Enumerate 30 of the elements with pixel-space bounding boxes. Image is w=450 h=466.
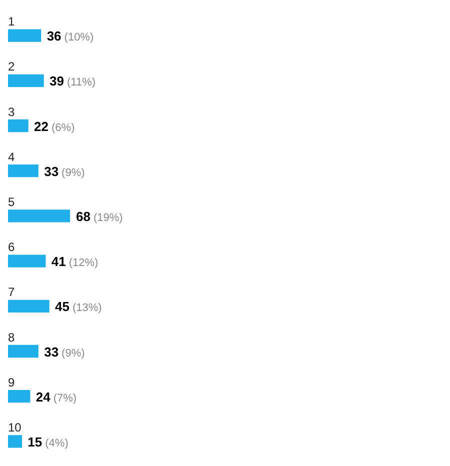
data-label: 41 (12%) [51,254,98,270]
data-label: 22 (6%) [34,118,75,134]
bar [8,300,50,312]
y-tick-label: 1 [8,14,15,29]
bar [8,435,22,448]
y-tick-label: 5 [8,194,15,209]
data-label: 33 (9%) [44,344,85,360]
bar [8,119,28,132]
data-label: 24 (7%) [36,389,77,404]
y-tick-label: 10 [8,420,22,434]
data-label: 36 (10%) [46,28,94,44]
bar [8,344,38,358]
bar [8,390,30,403]
data-label: 33 (9%) [44,164,85,179]
data-label: 39 (11%) [50,74,96,89]
y-tick-label: 7 [8,285,15,300]
y-tick-label: 6 [8,240,15,254]
bar [8,210,70,222]
bar [8,74,44,87]
bar [8,254,46,268]
y-tick-label: 3 [8,104,15,119]
data-label: 15 (4%) [28,434,68,450]
y-tick-label: 9 [8,375,15,390]
y-tick-label: 4 [8,150,15,164]
y-tick-label: 2 [8,60,15,74]
bar [8,29,42,42]
data-label: 68 (19%) [76,208,123,224]
y-tick-label: 8 [8,330,15,344]
data-label: 45 (13%) [55,299,102,314]
bar [8,164,38,178]
